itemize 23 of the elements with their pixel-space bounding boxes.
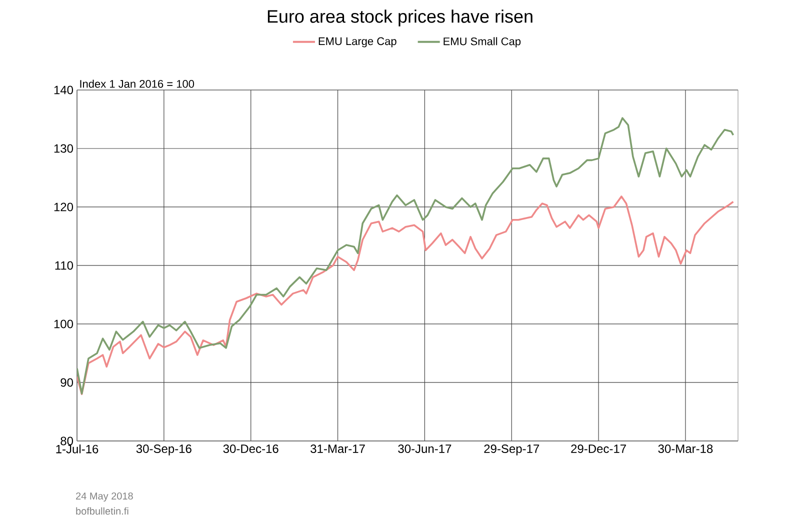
line-series: [77, 196, 734, 396]
legend-label: EMU Small Cap: [444, 37, 521, 48]
y-axis-title: Index 1 Jan 2016 = 100: [80, 80, 194, 88]
line-series: [77, 117, 734, 394]
chart-title: Euro area stock prices have risen: [268, 10, 532, 26]
x-tick-label: 29-Dec-17: [571, 444, 626, 454]
x-tick-label: 29-Sep-17: [484, 444, 540, 456]
y-tick-label: 90: [60, 378, 74, 387]
legend-label: EMU Large Cap: [318, 37, 396, 48]
y-tick-label: 110: [55, 261, 74, 270]
y-tick-label: 140: [54, 86, 74, 94]
y-tick-label: 130: [54, 144, 74, 153]
text: 24 May 2018: [76, 492, 133, 502]
y-tick-label: 80: [60, 436, 74, 446]
x-tick-label: 30-Mar-18: [658, 444, 713, 454]
y-tick-label: 100: [54, 320, 74, 328]
y-tick-label: 120: [54, 202, 74, 212]
x-tick-label: 30-Jun-17: [398, 444, 452, 454]
text: bofbulletin.fi: [76, 507, 128, 515]
x-tick-label: 30-Sep-16: [136, 444, 192, 456]
x-tick-label: 31-Mar-17: [310, 444, 365, 454]
x-tick-label: 30-Dec-16: [223, 444, 278, 454]
x-tick-label: 1-Jul-16: [56, 444, 98, 454]
